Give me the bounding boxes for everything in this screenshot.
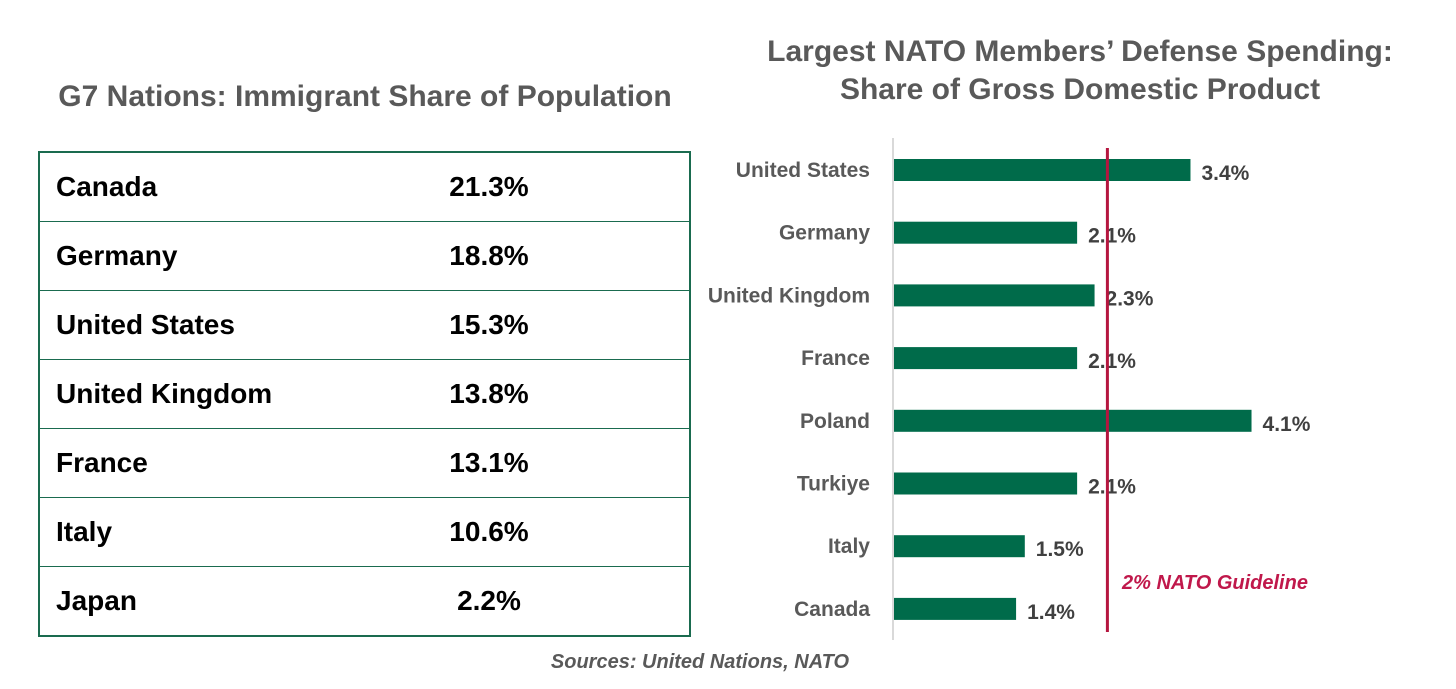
bar-germany [894,221,1078,244]
country-cell: United Kingdom [39,359,329,429]
immigrant-share-table: Canada 21.3% Germany 18.8% United States 15.3… [38,151,691,637]
bar-poland [894,409,1252,432]
category-label: Germany [779,222,870,245]
data-label: 2.1% [1088,225,1136,248]
bar-canada [894,597,1017,620]
share-cell: 13.8% [329,359,690,429]
data-label: 2.1% [1088,350,1136,373]
chart-title-line-1: Largest NATO Members’ Defense Spending: [767,35,1393,68]
share-cell: 18.8% [329,221,690,291]
category-label: France [801,347,870,370]
data-label: 1.4% [1027,601,1075,624]
country-cell: Germany [39,221,329,291]
country-cell: Italy [39,497,329,567]
table-row: United Kingdom 13.8% [39,359,690,429]
table-row: Japan 2.2% [39,566,690,636]
data-label: 2.3% [1106,287,1154,310]
bar-france [894,347,1078,370]
table-row: Italy 10.6% [39,497,690,567]
table-row: Canada 21.3% [39,152,690,222]
table-row: France 13.1% [39,428,690,498]
category-label: United States [736,159,870,182]
bar-united-states [894,159,1191,181]
share-cell: 10.6% [329,497,690,567]
data-label: 4.1% [1263,413,1311,436]
table-title: G7 Nations: Immigrant Share of Populatio… [58,80,672,113]
country-cell: Japan [39,566,329,636]
data-label: 2.1% [1088,476,1136,499]
country-cell: France [39,428,329,498]
chart-title-line-2: Share of Gross Domestic Product [839,73,1321,106]
category-label: Turkiye [797,473,870,496]
category-label: United Kingdom [708,284,870,307]
category-label: Poland [800,410,870,433]
data-label: 1.5% [1036,538,1084,561]
share-cell: 13.1% [329,428,690,498]
share-cell: 21.3% [449,171,529,202]
bar-turkiye [894,472,1078,495]
table-row: Germany 18.8% [39,221,690,291]
table-row: United States 15.3% [39,290,690,360]
share-cell: 15.3% [329,290,690,360]
chart-title: Largest NATO Members’ Defense Spending: … [730,33,1430,109]
bar-italy [894,535,1025,558]
category-label: Canada [794,598,870,621]
bar-united-kingdom [894,284,1095,307]
nato-guideline-label: 2% NATO Guideline [1121,572,1308,594]
sources-note: Sources: United Nations, NATO [550,651,850,673]
country-cell: United States [39,290,329,360]
category-label: Italy [828,535,870,558]
data-label: 3.4% [1201,162,1249,185]
country-cell: Canada [56,171,158,202]
share-cell: 2.2% [329,566,690,636]
